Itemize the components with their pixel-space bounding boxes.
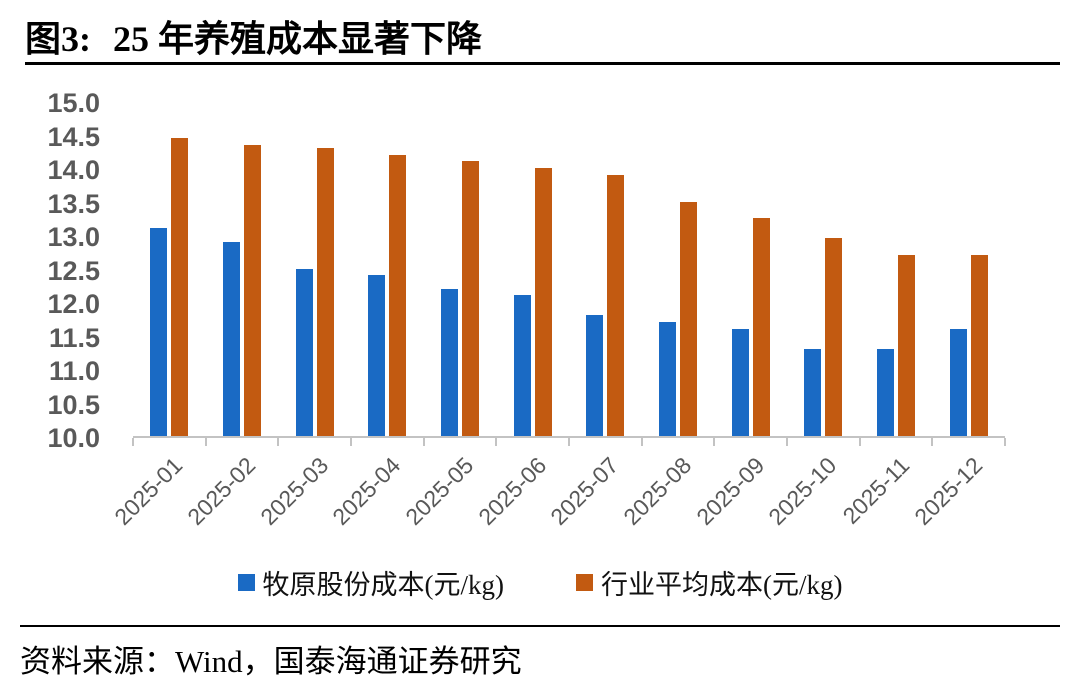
bar-muyuan-2025-07 [586, 315, 604, 436]
chart-legend: 牧原股份成本(元/kg) 行业平均成本(元/kg) [0, 563, 1080, 602]
bar-industry-2025-02 [244, 144, 261, 436]
bar-group-2025-05 [424, 103, 497, 436]
bar-muyuan-2025-06 [513, 295, 531, 436]
bar-muyuan-2025-08 [659, 322, 677, 436]
bar-group-2025-11 [860, 103, 933, 436]
y-tick-label-11.0: 11.0 [48, 356, 100, 386]
bar-industry-2025-10 [825, 238, 843, 436]
bar-group-2025-10 [787, 103, 860, 436]
legend-swatch-industry-icon [576, 574, 593, 591]
bar-muyuan-2025-03 [295, 268, 313, 436]
bar-group-2025-02 [206, 103, 279, 436]
plot-area [133, 103, 1005, 438]
y-tick-label-15.0: 15.0 [47, 88, 100, 118]
bar-industry-2025-08 [680, 201, 698, 436]
bar-group-2025-08 [642, 103, 715, 436]
x-axis-labels: 2025-01 2025-02 2025-03 2025-04 2025-05 2025-… [110, 438, 1005, 548]
y-tick-label-14.0: 14.0 [47, 155, 100, 185]
bar-industry-2025-03 [316, 147, 334, 436]
figure-title-row: 图3: 25 年养殖成本显著下降 [25, 10, 482, 62]
bar-muyuan-2025-01 [150, 228, 168, 436]
bar-group-2025-01 [133, 103, 206, 436]
bar-group-2025-03 [278, 103, 351, 436]
legend-label-industry: 行业平均成本(元/kg) [601, 570, 843, 600]
bar-industry-2025-01 [171, 137, 189, 436]
figure-label: 图3: [25, 19, 91, 59]
bar-industry-2025-04 [389, 154, 407, 436]
y-tick-label-10.5: 10.5 [47, 389, 100, 420]
legend-swatch-muyuan-icon [237, 574, 255, 591]
y-tick-label-13.5: 13.5 [47, 188, 100, 219]
y-tick-label-12.5: 12.5 [47, 255, 100, 286]
bar-muyuan-2025-12 [949, 328, 967, 436]
legend-label-muyuan: 牧原股份成本(元/kg) [262, 570, 504, 600]
bar-muyuan-2025-02 [223, 241, 240, 436]
figure-title: 25 年养殖成本显著下降 [113, 19, 483, 59]
bar-muyuan-2025-04 [368, 275, 386, 436]
y-tick-label-11.5: 11.5 [48, 322, 100, 353]
bar-muyuan-2025-11 [877, 348, 895, 436]
legend-item-industry: 行业平均成本(元/kg) [576, 563, 842, 602]
bar-group-2025-12 [932, 103, 1005, 436]
bar-group-2025-06 [496, 103, 569, 436]
bar-group-2025-04 [351, 103, 424, 436]
bar-muyuan-2025-09 [731, 328, 749, 436]
title-divider [25, 62, 1060, 65]
legend-item-muyuan: 牧原股份成本(元/kg) [237, 563, 504, 602]
bar-industry-2025-06 [534, 168, 552, 436]
y-tick-label-10.0: 10.0 [47, 423, 100, 453]
bar-industry-2025-12 [970, 255, 988, 436]
bar-industry-2025-11 [898, 255, 916, 436]
bar-group-2025-07 [569, 103, 642, 436]
y-tick-label-12.0: 12.0 [47, 289, 100, 319]
bar-industry-2025-05 [462, 161, 480, 436]
bar-industry-2025-07 [607, 174, 625, 436]
footer-divider [20, 625, 1060, 627]
bar-group-2025-09 [714, 103, 787, 436]
bar-muyuan-2025-05 [441, 288, 459, 436]
bar-muyuan-2025-10 [804, 348, 822, 436]
bar-industry-2025-09 [752, 218, 770, 436]
source-note: 资料来源：Wind，国泰海通证券研究 [20, 644, 522, 679]
y-tick-label-14.5: 14.5 [47, 121, 100, 152]
y-tick-label-13.0: 13.0 [47, 222, 100, 252]
